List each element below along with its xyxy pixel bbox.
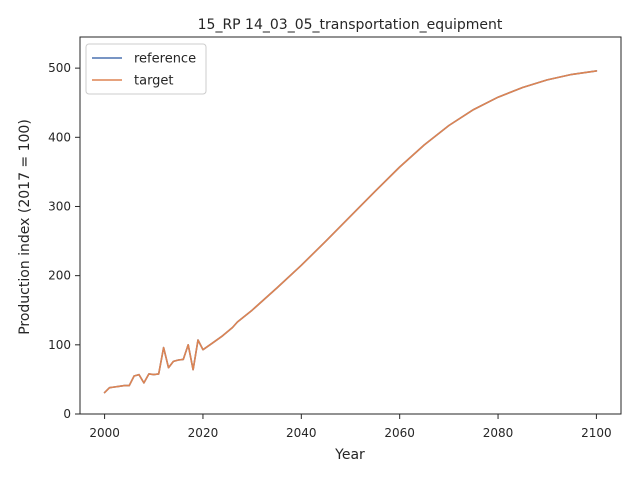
legend-label-reference: reference [134,52,196,67]
chart-title: 15_RP 14_03_05_transportation_equipment [198,17,503,33]
y-tick-label: 200 [48,269,71,283]
axes: 2000 2020 2040 2060 2080 2100 0 100 200 300 400 500 [48,36,622,440]
x-tick-label: 2060 [384,426,415,440]
y-tick-label: 400 [48,130,71,144]
plot-frame [79,36,622,415]
legend: reference target [85,43,207,95]
series-line-reference [103,70,598,394]
x-tick-label: 2100 [581,426,612,440]
x-tick-label: 2000 [89,426,120,440]
x-tick-label: 2020 [188,426,219,440]
y-tick-label: 300 [48,199,71,213]
plot-series [103,70,598,394]
legend-label-target: target [134,74,174,89]
x-axis-label: Year [334,447,365,463]
y-axis-label: Production index (2017 = 100) [17,119,33,335]
x-tick-label: 2080 [483,426,514,440]
series-line-target [103,70,598,394]
legend-box [85,43,207,95]
y-tick-label: 0 [63,407,71,421]
x-tick-label: 2040 [286,426,317,440]
y-tick-label: 100 [48,338,71,352]
y-tick-label: 500 [48,61,71,75]
